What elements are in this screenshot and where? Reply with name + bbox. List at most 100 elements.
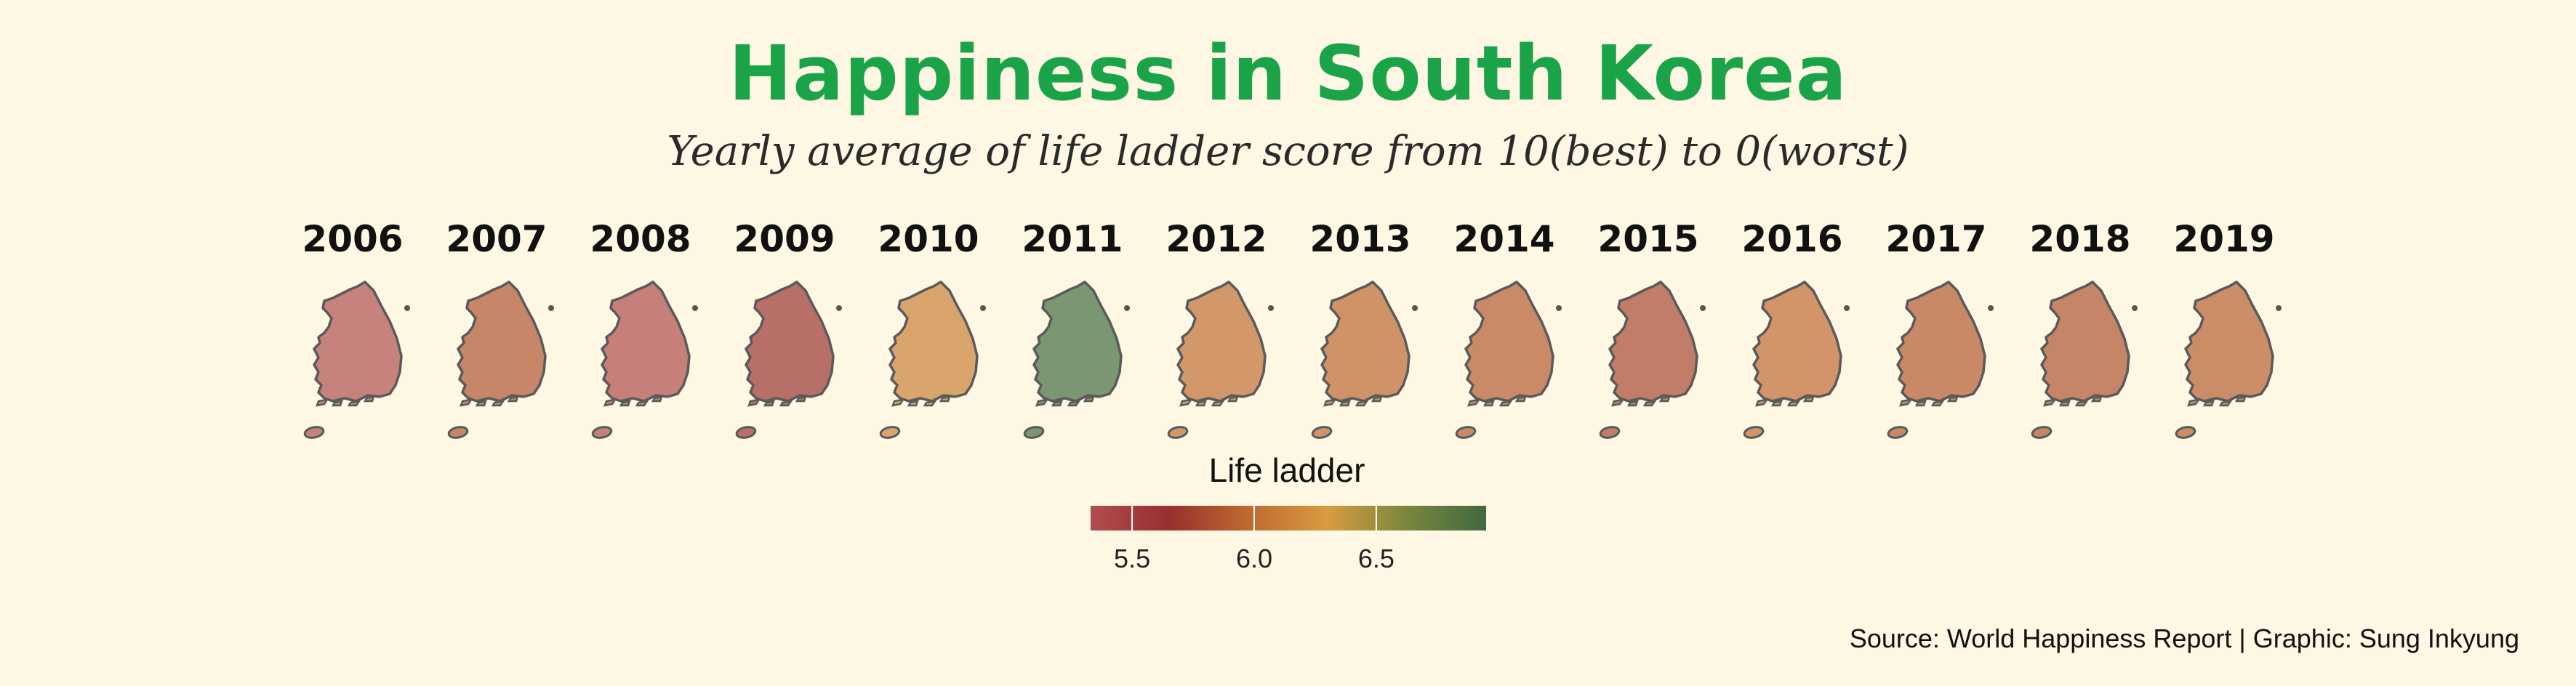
korea-mainland-shape [2040, 281, 2130, 403]
korea-island-shape [1498, 400, 1513, 407]
map-panel-2012: 2012 [1144, 218, 1288, 465]
map-panel-2015: 2015 [1576, 218, 1720, 465]
year-label: 2010 [878, 218, 979, 260]
legend-tick-label: 5.5 [1114, 544, 1151, 573]
legend: Life ladder 5.5 6.0 6.5 [1083, 451, 1490, 581]
korea-island-shape [651, 395, 663, 403]
korea-mainland-shape [1320, 281, 1411, 403]
ulleung-island-dot [1412, 305, 1418, 311]
map-panel-2019: 2019 [2152, 218, 2296, 465]
korea-mainland-shape [1464, 281, 1554, 403]
ulleung-island-dot [548, 305, 554, 311]
korea-mainland-shape [888, 281, 979, 403]
korea-map [447, 281, 547, 439]
korea-island-shape [1626, 400, 1639, 407]
korea-map [591, 281, 691, 439]
korea-island-shape [2202, 400, 2215, 407]
korea-map [1311, 281, 1411, 439]
korea-island-shape [763, 400, 775, 407]
year-label: 2008 [590, 218, 691, 260]
legend-colorbar [1091, 506, 1486, 530]
korea-island-shape [1051, 400, 1063, 407]
korea-island-shape [619, 400, 631, 407]
korea-island-shape [1467, 398, 1481, 407]
ulleung-island-dot [404, 305, 410, 311]
korea-map [1167, 281, 1267, 439]
korea-island-shape [2187, 398, 2201, 407]
korea-map [879, 281, 979, 439]
ulleung-island-dot [692, 305, 698, 311]
korea-island-shape [475, 400, 487, 407]
jeju-island-shape [735, 426, 757, 439]
korea-mainland-shape [457, 281, 547, 403]
map-panel-2010: 2010 [856, 218, 1000, 465]
ulleung-island-dot [1700, 305, 1706, 311]
korea-island-shape [795, 395, 807, 403]
korea-map [2031, 281, 2130, 439]
korea-mainland-shape [1896, 281, 1986, 403]
korea-island-shape [1323, 398, 1337, 407]
jeju-island-shape [591, 426, 613, 439]
jeju-island-shape [1887, 426, 1909, 439]
korea-map [1599, 281, 1698, 439]
korea-island-shape [1371, 395, 1383, 403]
jeju-island-shape [2175, 426, 2196, 439]
legend-tick-label: 6.0 [1235, 544, 1272, 573]
ulleung-island-dot [1556, 305, 1562, 311]
korea-island-shape [635, 400, 649, 407]
korea-island-shape [1899, 398, 1913, 407]
korea-mainland-shape [1752, 281, 1842, 403]
korea-island-shape [2218, 400, 2233, 407]
year-label: 2011 [1022, 218, 1123, 260]
map-panel-2006: 2006 [281, 218, 425, 465]
ulleung-island-dot [2132, 305, 2138, 311]
korea-island-shape [1914, 400, 1927, 407]
map-panel-2009: 2009 [713, 218, 856, 465]
ulleung-island-dot [980, 305, 986, 311]
korea-island-shape [2043, 398, 2057, 407]
korea-mainland-shape [745, 281, 835, 403]
map-panel-2008: 2008 [569, 218, 713, 465]
korea-island-shape [460, 398, 473, 407]
korea-island-shape [1755, 398, 1769, 407]
korea-island-shape [491, 400, 505, 407]
korea-map [303, 281, 403, 439]
year-label: 2015 [1597, 218, 1699, 260]
map-panel-2013: 2013 [1288, 218, 1432, 465]
korea-island-shape [1658, 395, 1671, 403]
korea-island-shape [1179, 398, 1193, 407]
jeju-island-shape [1743, 426, 1765, 439]
korea-island-shape [1642, 400, 1657, 407]
korea-island-shape [1355, 400, 1369, 407]
korea-island-shape [2234, 395, 2247, 403]
chart-title: Happiness in South Korea [729, 29, 1847, 118]
korea-island-shape [347, 400, 361, 407]
korea-island-shape [1770, 400, 1783, 407]
korea-island-shape [1195, 400, 1207, 407]
year-label: 2013 [1309, 218, 1411, 260]
korea-island-shape [1035, 398, 1049, 407]
ulleung-island-dot [1124, 305, 1130, 311]
ulleung-island-dot [1988, 305, 1994, 311]
korea-island-shape [507, 395, 519, 403]
korea-island-shape [1946, 395, 1959, 403]
korea-island-shape [1611, 398, 1625, 407]
korea-island-shape [316, 398, 329, 407]
year-label: 2007 [446, 218, 547, 260]
jeju-island-shape [303, 426, 325, 439]
korea-island-shape [891, 398, 905, 407]
jeju-island-shape [447, 426, 469, 439]
korea-mainland-shape [1608, 281, 1698, 403]
jeju-island-shape [1311, 426, 1333, 439]
korea-island-shape [363, 395, 375, 403]
ulleung-island-dot [836, 305, 842, 311]
map-panel-2016: 2016 [1720, 218, 1864, 465]
korea-map [1743, 281, 1842, 439]
korea-island-shape [1339, 400, 1351, 407]
korea-island-shape [1067, 400, 1081, 407]
year-label: 2009 [734, 218, 835, 260]
jeju-island-shape [1023, 426, 1045, 439]
korea-island-shape [939, 395, 951, 403]
jeju-island-shape [1455, 426, 1477, 439]
korea-map [2175, 281, 2274, 439]
